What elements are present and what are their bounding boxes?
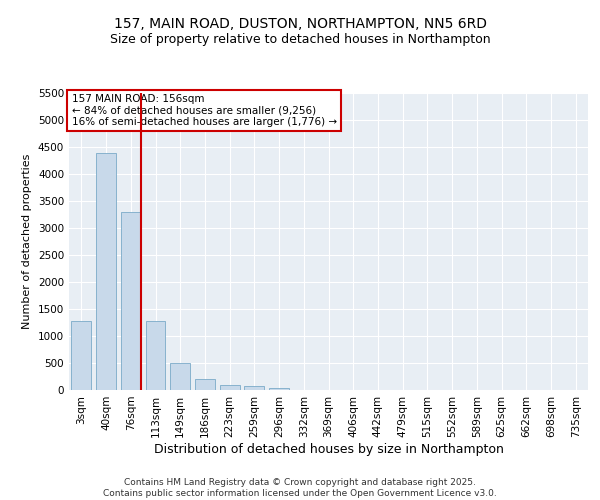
- Bar: [170, 363, 190, 390]
- Text: Contains HM Land Registry data © Crown copyright and database right 2025.
Contai: Contains HM Land Registry data © Crown c…: [103, 478, 497, 498]
- Text: 157, MAIN ROAD, DUSTON, NORTHAMPTON, NN5 6RD: 157, MAIN ROAD, DUSTON, NORTHAMPTON, NN5…: [113, 18, 487, 32]
- Text: Size of property relative to detached houses in Northampton: Size of property relative to detached ho…: [110, 32, 490, 46]
- Bar: [195, 379, 215, 390]
- Bar: [71, 322, 91, 390]
- X-axis label: Distribution of detached houses by size in Northampton: Distribution of detached houses by size …: [154, 442, 503, 456]
- Bar: [146, 322, 166, 390]
- Text: 157 MAIN ROAD: 156sqm
← 84% of detached houses are smaller (9,256)
16% of semi-d: 157 MAIN ROAD: 156sqm ← 84% of detached …: [71, 94, 337, 127]
- Bar: [220, 384, 239, 390]
- Y-axis label: Number of detached properties: Number of detached properties: [22, 154, 32, 329]
- Bar: [96, 153, 116, 390]
- Bar: [121, 212, 140, 390]
- Bar: [269, 388, 289, 390]
- Bar: [244, 386, 264, 390]
